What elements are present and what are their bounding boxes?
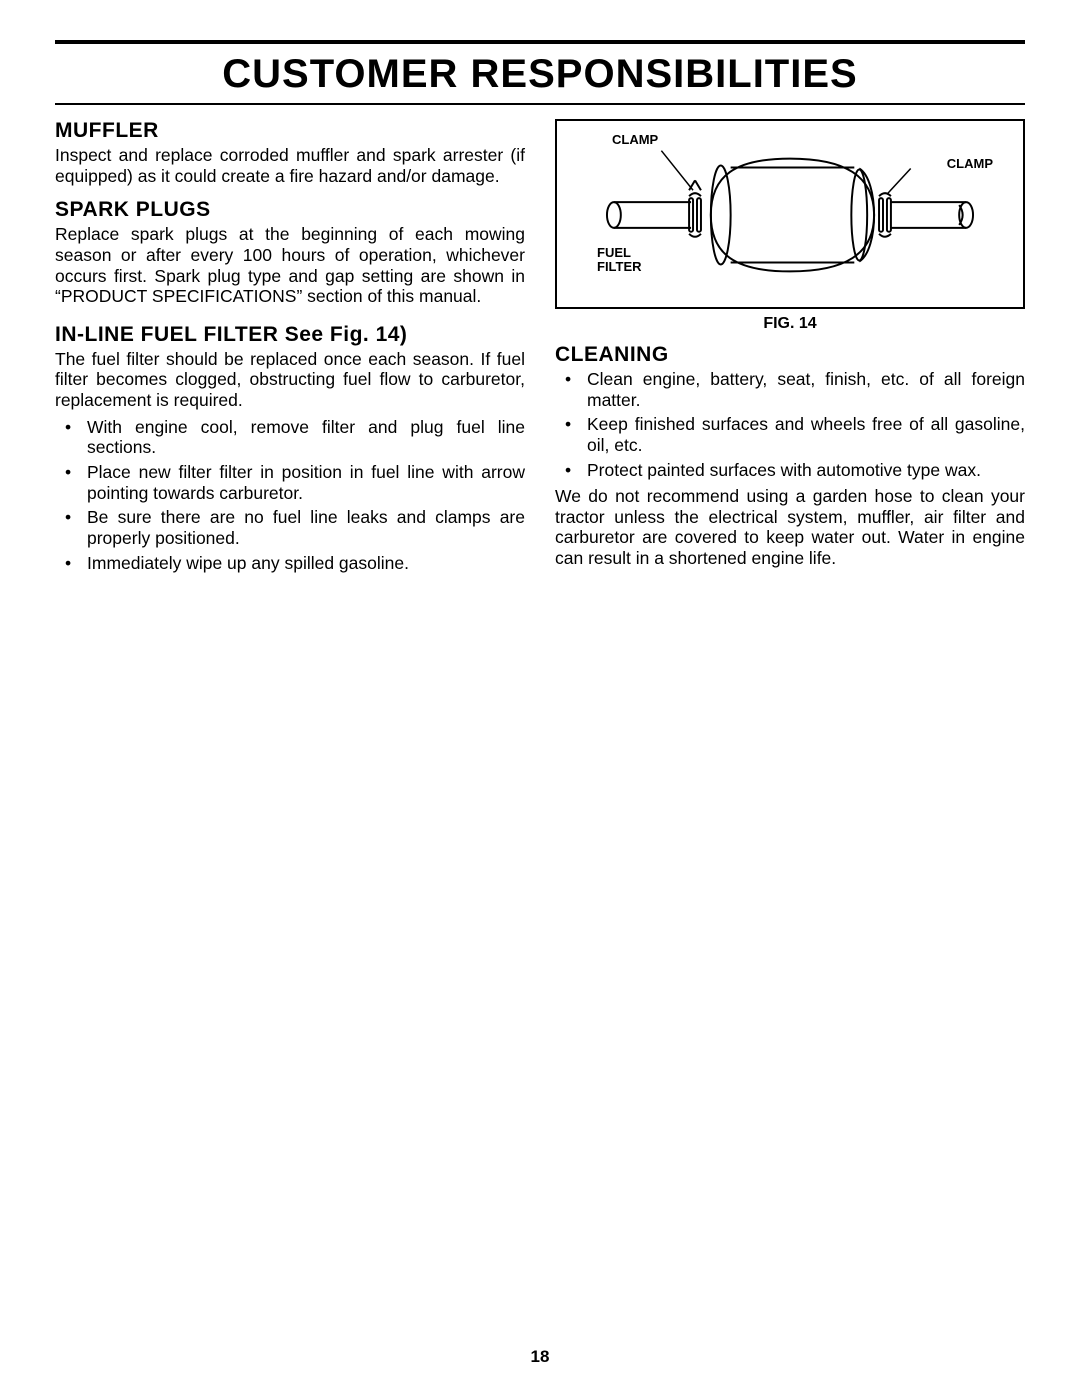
- fuel-filter-heading: IN-LINE FUEL FILTER See Fig. 14): [55, 323, 525, 347]
- page-title: CUSTOMER RESPONSIBILITIES: [55, 52, 1025, 97]
- cleaning-heading: CLEANING: [555, 343, 1025, 367]
- fuel-filter-diagram: [557, 121, 1023, 307]
- label-clamp-right: CLAMP: [947, 157, 993, 171]
- cleaning-note: We do not recommend using a garden hose …: [555, 486, 1025, 569]
- cleaning-bullets: Clean engine, battery, seat, finish, etc…: [555, 369, 1025, 480]
- fuel-filter-intro: The fuel filter should be replaced once …: [55, 349, 525, 411]
- list-item: Immediately wipe up any spilled gasoline…: [55, 553, 525, 574]
- spark-plugs-heading: SPARK PLUGS: [55, 198, 525, 222]
- figure-caption: FIG. 14: [555, 315, 1025, 333]
- list-item: Clean engine, battery, seat, finish, etc…: [555, 369, 1025, 410]
- under-title-rule: [55, 103, 1025, 105]
- fuel-filter-bullets: With engine cool, remove filter and plug…: [55, 417, 525, 573]
- muffler-text: Inspect and replace corroded muffler and…: [55, 145, 525, 186]
- top-rule: [55, 40, 1025, 44]
- content-columns: MUFFLER Inspect and replace corroded muf…: [55, 115, 1025, 577]
- list-item: Be sure there are no fuel line leaks and…: [55, 507, 525, 548]
- label-clamp-left: CLAMP: [612, 133, 658, 147]
- left-column: MUFFLER Inspect and replace corroded muf…: [55, 115, 525, 577]
- page-number: 18: [0, 1347, 1080, 1367]
- right-column: CLAMP CLAMP FUEL FILTER FIG. 14 CLEANING…: [555, 115, 1025, 577]
- list-item: With engine cool, remove filter and plug…: [55, 417, 525, 458]
- list-item: Keep finished surfaces and wheels free o…: [555, 414, 1025, 455]
- label-fuel-filter: FUEL FILTER: [597, 246, 642, 275]
- list-item: Protect painted surfaces with automotive…: [555, 460, 1025, 481]
- muffler-heading: MUFFLER: [55, 119, 525, 143]
- spark-plugs-text: Replace spark plugs at the beginning of …: [55, 224, 525, 307]
- list-item: Place new filter filter in position in f…: [55, 462, 525, 503]
- figure-14-box: CLAMP CLAMP FUEL FILTER: [555, 119, 1025, 309]
